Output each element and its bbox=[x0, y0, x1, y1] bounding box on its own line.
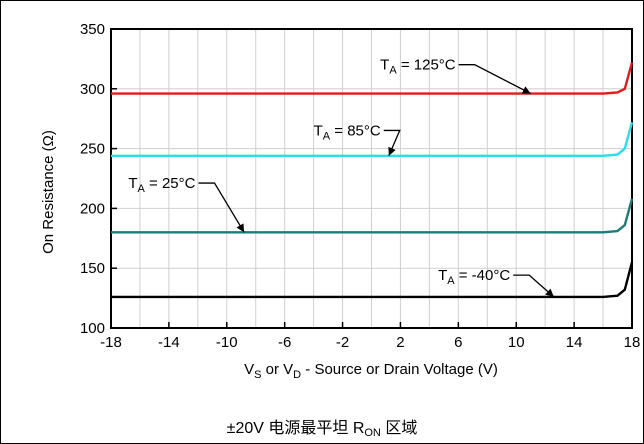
leader-arrowhead-2 bbox=[236, 223, 245, 233]
series-line-2 bbox=[111, 198, 634, 234]
leader-arrowhead-1 bbox=[388, 146, 396, 156]
series-label-3: TA = -40°C bbox=[438, 267, 510, 287]
series-label-1: TA = 85°C bbox=[314, 122, 381, 142]
series-label-2: TA = 25°C bbox=[128, 175, 195, 195]
caption-text-end: 区域 bbox=[380, 420, 418, 437]
y-tick-label: 250 bbox=[80, 141, 105, 158]
x-axis-label: VS or VD - Source or Drain Voltage (V) bbox=[244, 361, 498, 381]
leader-line-1 bbox=[383, 129, 401, 157]
x-tick-label: 18 bbox=[624, 334, 641, 351]
y-axis-ticks: 100 150 200 250 300 350 bbox=[80, 21, 117, 337]
series-line-1 bbox=[111, 121, 634, 157]
leader-line-0 bbox=[458, 64, 531, 95]
figure-caption: ±20V 电源最平坦 RON 区域 bbox=[0, 414, 644, 439]
x-tick-label: -6 bbox=[278, 334, 291, 351]
caption-subscript: ON bbox=[364, 427, 381, 439]
x-tick-label: 14 bbox=[566, 334, 583, 351]
x-tick-label: 6 bbox=[454, 334, 462, 351]
x-tick-label: -2 bbox=[336, 334, 349, 351]
series-line-3 bbox=[111, 261, 634, 299]
x-axis-label-sub-s: S bbox=[254, 369, 261, 381]
x-tick-label: -10 bbox=[216, 334, 238, 351]
leader-line-3 bbox=[513, 274, 555, 298]
x-tick-label: -14 bbox=[158, 334, 180, 351]
series-line-0 bbox=[111, 62, 634, 95]
y-tick-label: 200 bbox=[80, 200, 105, 217]
leader-arrowhead-3 bbox=[545, 288, 554, 297]
x-axis-label-mid: or V bbox=[261, 361, 293, 378]
grid bbox=[111, 29, 632, 328]
y-tick-label: 100 bbox=[80, 320, 105, 337]
y-tick-label: 350 bbox=[80, 21, 105, 38]
series-label-0: TA = 125°C bbox=[380, 57, 456, 77]
y-tick-label: 150 bbox=[80, 260, 105, 277]
series-lines bbox=[111, 62, 634, 299]
caption-text: ±20V 电源最平坦 R bbox=[226, 420, 365, 437]
x-axis-label-prefix: V bbox=[244, 361, 254, 378]
x-axis-label-suffix: - Source or Drain Voltage (V) bbox=[301, 361, 498, 378]
leader-arrowhead-0 bbox=[521, 86, 531, 94]
x-tick-label: 2 bbox=[396, 334, 404, 351]
x-tick-label: 10 bbox=[508, 334, 525, 351]
plot-area bbox=[110, 28, 633, 329]
x-tick-label: -18 bbox=[100, 334, 122, 351]
x-axis-label-sub-d: D bbox=[293, 369, 301, 381]
annotations: TA = 125°C TA = 85°C TA = 25°C TA = -40°C bbox=[128, 57, 555, 298]
y-axis-label: On Resistance (Ω) bbox=[40, 130, 57, 254]
x-axis-ticks: -18 -14 -10 -6 -2 2 6 10 14 18 bbox=[100, 322, 640, 351]
leader-line-2 bbox=[198, 182, 245, 233]
y-tick-label: 300 bbox=[80, 81, 105, 98]
